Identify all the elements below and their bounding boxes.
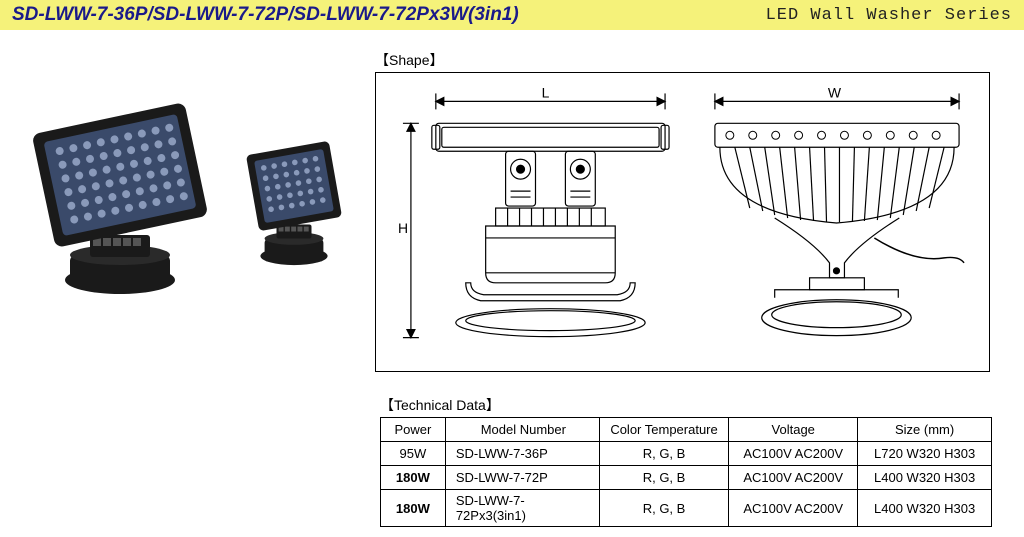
table-row: 180W SD-LWW-7-72Px3(3in1) R, G, B AC100V…: [381, 490, 992, 527]
content-area: 【Shape】 L W: [0, 30, 1024, 372]
cell-voltage: AC100V AC200V: [729, 442, 858, 466]
cell-ct: R, G, B: [599, 442, 728, 466]
col-power: Power: [381, 418, 446, 442]
shape-section: 【Shape】 L W: [375, 50, 1005, 372]
cell-power: 95W: [381, 442, 446, 466]
col-size: Size (mm): [858, 418, 992, 442]
cell-ct: R, G, B: [599, 466, 728, 490]
table-row: 95W SD-LWW-7-36P R, G, B AC100V AC200V L…: [381, 442, 992, 466]
technical-data-section: 【Technical Data】 Power Model Number Colo…: [380, 395, 1000, 527]
product-title: SD-LWW-7-36P/SD-LWW-7-72P/SD-LWW-7-72Px3…: [12, 4, 519, 26]
cell-size: L400 W320 H303: [858, 466, 992, 490]
table-row: 180W SD-LWW-7-72P R, G, B AC100V AC200V …: [381, 466, 992, 490]
cell-size: L400 W320 H303: [858, 490, 992, 527]
cell-power: 180W: [381, 490, 446, 527]
table-header-row: Power Model Number Color Temperature Vol…: [381, 418, 992, 442]
shape-label: 【Shape】: [375, 50, 1005, 70]
spec-table: Power Model Number Color Temperature Vol…: [380, 417, 992, 527]
cell-voltage: AC100V AC200V: [729, 466, 858, 490]
cell-size: L720 W320 H303: [858, 442, 992, 466]
cell-model: SD-LWW-7-36P: [445, 442, 599, 466]
cell-model: SD-LWW-7-72Px3(3in1): [445, 490, 599, 527]
dim-W-text: W: [828, 84, 842, 100]
product-photo: [15, 90, 365, 310]
shape-diagram-svg: L W H: [386, 83, 979, 363]
dim-H-text: H: [398, 220, 408, 236]
series-label: LED Wall Washer Series: [766, 6, 1012, 25]
header-bar: SD-LWW-7-36P/SD-LWW-7-72P/SD-LWW-7-72Px3…: [0, 0, 1024, 30]
cell-power: 180W: [381, 466, 446, 490]
cell-model: SD-LWW-7-72P: [445, 466, 599, 490]
cell-voltage: AC100V AC200V: [729, 490, 858, 527]
tech-label: 【Technical Data】: [380, 395, 1000, 415]
dim-L-text: L: [542, 84, 550, 100]
product-render-svg: [15, 100, 365, 300]
col-voltage: Voltage: [729, 418, 858, 442]
col-ct: Color Temperature: [599, 418, 728, 442]
col-model: Model Number: [445, 418, 599, 442]
shape-diagram-box: L W H: [375, 72, 990, 372]
cell-ct: R, G, B: [599, 490, 728, 527]
